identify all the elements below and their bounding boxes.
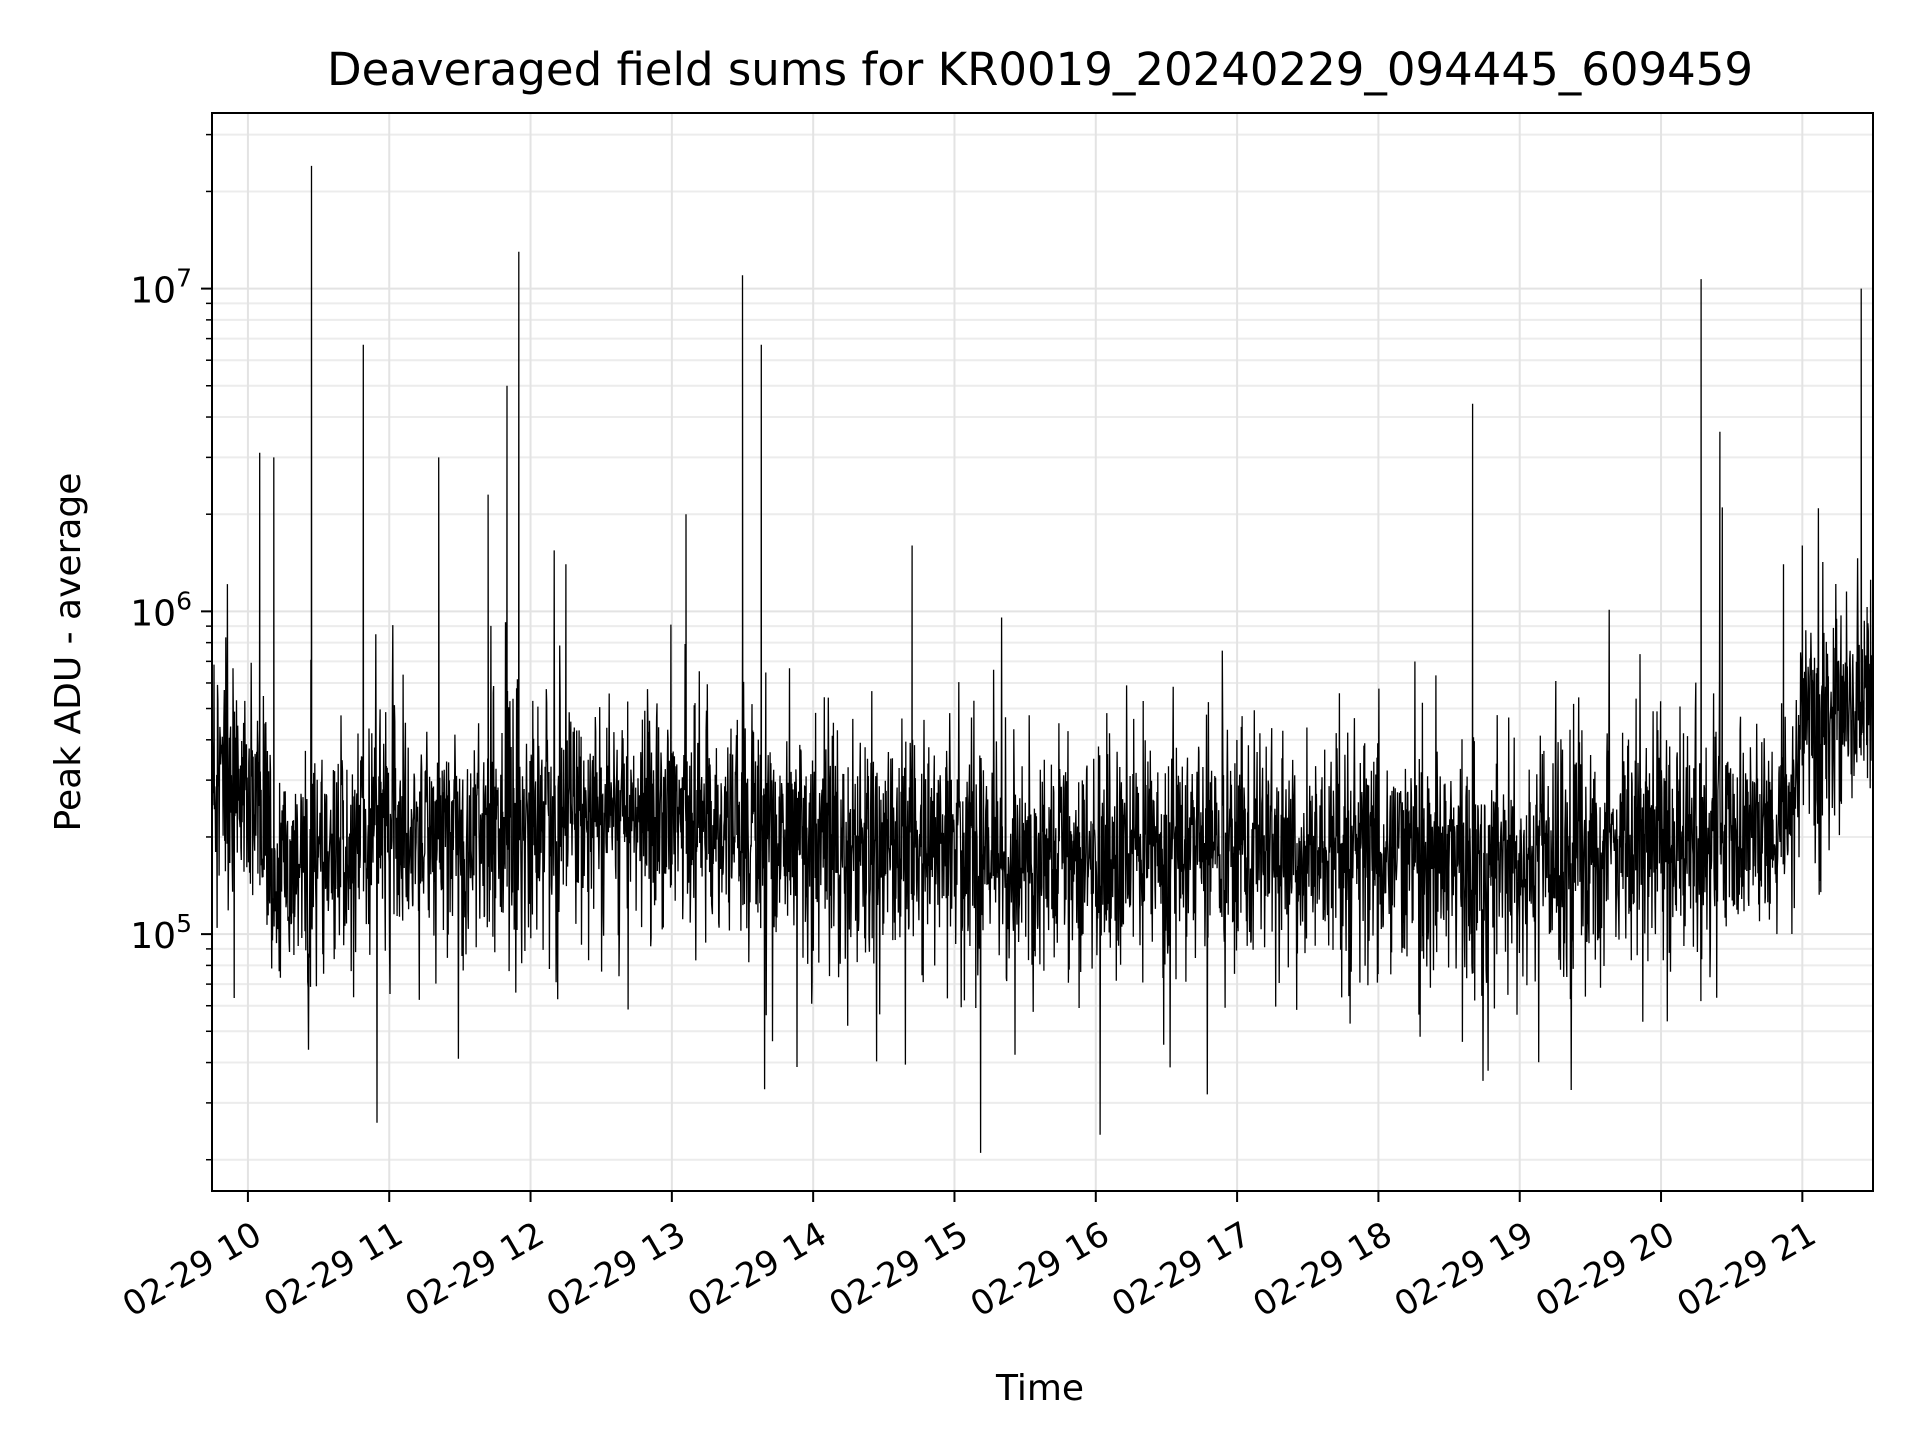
chart-title: Deaveraged field sums for KR0019_2024022…: [327, 43, 1753, 96]
plot-frame: [211, 112, 1874, 1192]
y-tick-label: 105: [130, 909, 192, 957]
x-axis-label: Time: [995, 1368, 1084, 1409]
y-axis: 105 106 107: [130, 133, 212, 1161]
data-series: [211, 165, 1874, 1153]
series-line: [211, 165, 1874, 1153]
y-tick-label: 106: [130, 586, 192, 634]
y-tick-label: 107: [130, 264, 192, 312]
y-axis-label: Peak ADU - average: [48, 473, 89, 832]
